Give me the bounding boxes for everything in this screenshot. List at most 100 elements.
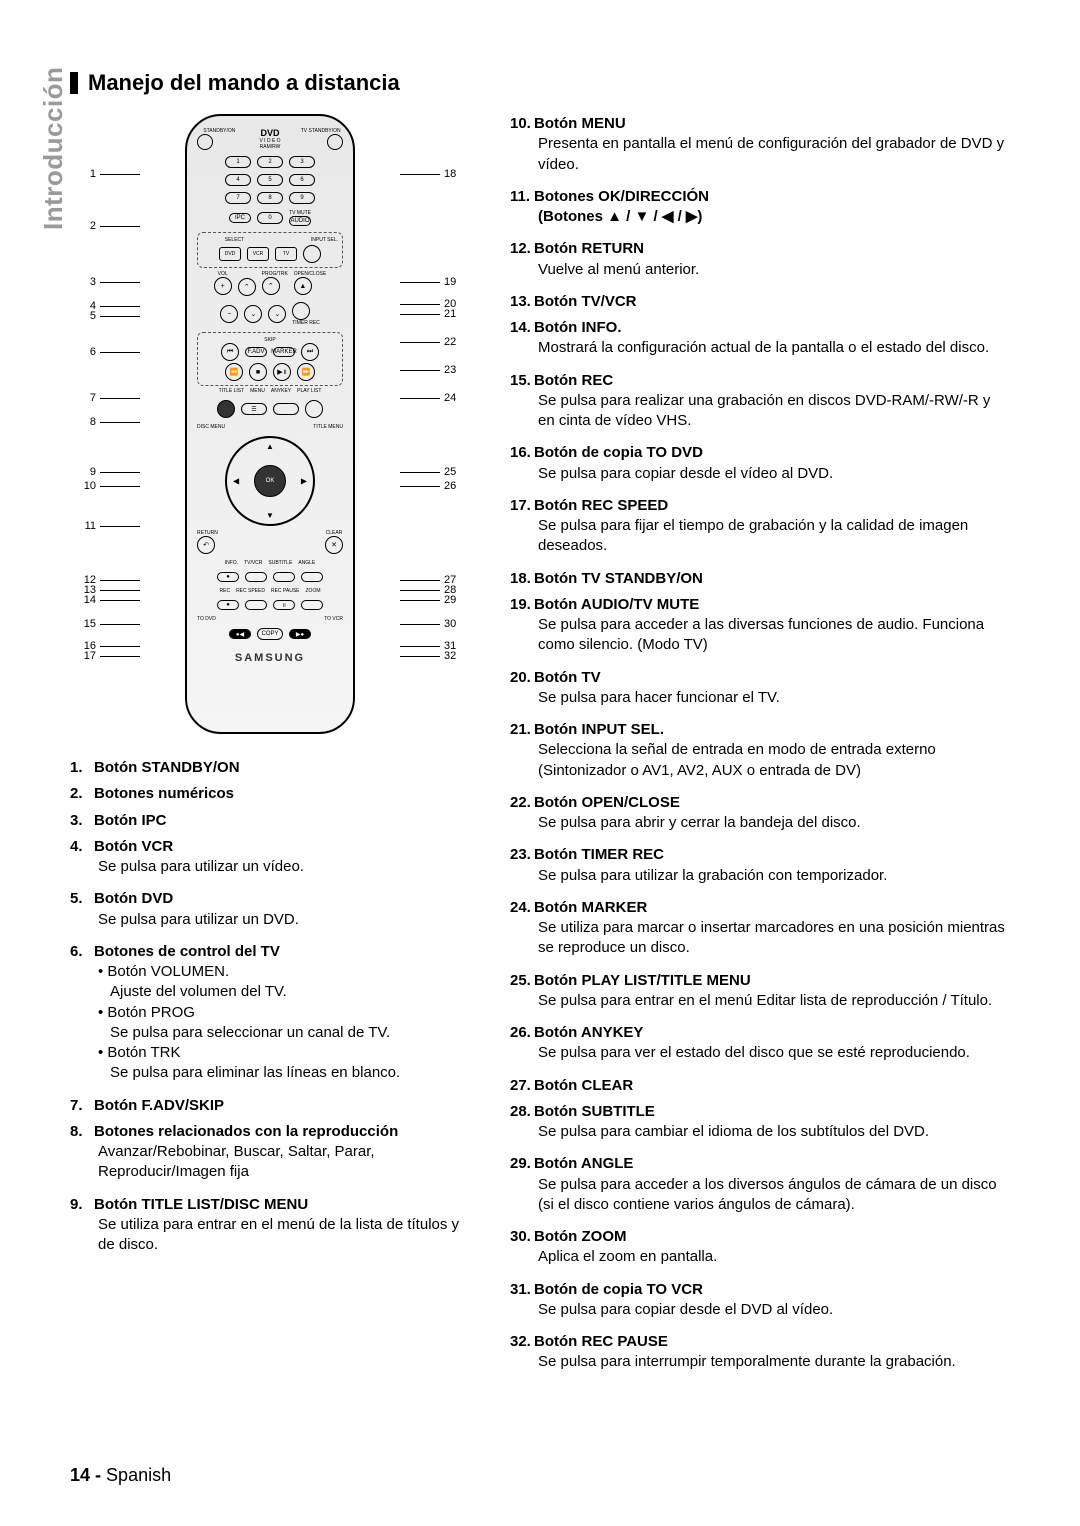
label-recpause: REC PAUSE bbox=[271, 588, 300, 594]
item-head: 2.Botones numéricos bbox=[70, 784, 470, 804]
item-desc: Se pulsa para interrumpir temporalmente … bbox=[510, 1352, 1010, 1372]
page-number: 14 - bbox=[70, 1465, 101, 1485]
btn-src-tv: TV bbox=[275, 247, 297, 261]
label-tvvcr: TV/VCR bbox=[244, 560, 262, 566]
list-item: 31.Botón de copia TO VCRSe pulsa para co… bbox=[510, 1280, 1010, 1321]
item-head: 25.Botón PLAY LIST/TITLE MENU bbox=[510, 971, 1010, 991]
item-desc: Se pulsa para hacer funcionar el TV. bbox=[510, 688, 1010, 708]
num-7: 7 bbox=[225, 192, 251, 204]
label-titlelist: TITLE LIST bbox=[219, 388, 245, 394]
list-item: 11.Botones OK/DIRECCIÓN(Botones ▲ / ▼ / … bbox=[510, 187, 1010, 228]
label-angle: ANGLE bbox=[298, 560, 315, 566]
item-head: 12.Botón RETURN bbox=[510, 239, 1010, 259]
list-item: 5.Botón DVDSe pulsa para utilizar un DVD… bbox=[70, 889, 470, 930]
remote-body: STANDBY/ON DVD V I D E O RAM/RW TV STAND… bbox=[185, 114, 355, 734]
label-return: RETURN bbox=[197, 530, 218, 536]
btn-timer bbox=[292, 302, 310, 320]
remote-diagram: 1234567891011121314151617181920212223242… bbox=[70, 114, 470, 734]
list-item: 4.Botón VCRSe pulsa para utilizar un víd… bbox=[70, 837, 470, 878]
callout-21: 21 bbox=[440, 308, 470, 320]
callout-2: 2 bbox=[70, 220, 100, 232]
callout-6: 6 bbox=[70, 346, 100, 358]
list-item: 29.Botón ANGLESe pulsa para acceder a lo… bbox=[510, 1154, 1010, 1215]
nav-down: ⌄ bbox=[244, 305, 262, 323]
item-head: 16.Botón de copia TO DVD bbox=[510, 443, 1010, 463]
btn-recpause: ॥ bbox=[273, 600, 295, 610]
callout-9: 9 bbox=[70, 466, 100, 478]
item-head: 23.Botón TIMER REC bbox=[510, 845, 1010, 865]
item-head: 1.Botón STANDBY/ON bbox=[70, 758, 470, 778]
list-item: 7.Botón F.ADV/SKIP bbox=[70, 1096, 470, 1116]
btn-todvd: ●◀ bbox=[229, 629, 251, 639]
item-head: 28.Botón SUBTITLE bbox=[510, 1102, 1010, 1122]
prog-down: ⌄ bbox=[268, 305, 286, 323]
dpad-left-icon: ◀ bbox=[233, 477, 239, 486]
vol-up: + bbox=[214, 277, 232, 295]
callout-22: 22 bbox=[440, 336, 470, 348]
sub-bullet: Botón VOLUMEN. bbox=[98, 962, 470, 982]
label-rec: REC bbox=[220, 588, 231, 594]
label-openclose: OPEN/CLOSE bbox=[294, 271, 327, 277]
tv-power-icon bbox=[327, 134, 343, 150]
label-inputsel: INPUT SEL. bbox=[273, 237, 338, 243]
dpad-right-icon: ▶ bbox=[301, 477, 307, 486]
heading-bar: Manejo del mando a distancia bbox=[70, 70, 1010, 96]
list-item: 16.Botón de copia TO DVDSe pulsa para co… bbox=[510, 443, 1010, 484]
item-desc: Se pulsa para utilizar un DVD. bbox=[70, 910, 470, 930]
list-item: 27.Botón CLEAR bbox=[510, 1076, 1010, 1096]
btn-src-dvd: DVD bbox=[219, 247, 241, 261]
item-desc: Selecciona la señal de entrada en modo d… bbox=[510, 740, 1010, 781]
item-head: 17.Botón REC SPEED bbox=[510, 496, 1010, 516]
label-progtrk: PROG/TRK bbox=[262, 271, 288, 277]
sub-desc: Se pulsa para eliminar las líneas en bla… bbox=[98, 1063, 470, 1083]
skip-group: SKIP ⏮ F.ADV MARKER ⏭ ⏪ ■ ▶॥ ⏩ bbox=[197, 332, 343, 386]
list-item: 9.Botón TITLE LIST/DISC MENUSe utiliza p… bbox=[70, 1195, 470, 1256]
callout-17: 17 bbox=[70, 650, 100, 662]
btn-fadv: F.ADV bbox=[245, 347, 267, 357]
item-desc: Se pulsa para realizar una grabación en … bbox=[510, 391, 1010, 432]
skip-back: ⏮ bbox=[221, 343, 239, 361]
sub-desc: Se pulsa para seleccionar un canal de TV… bbox=[98, 1023, 470, 1043]
btn-inputsel bbox=[303, 245, 321, 263]
src-select-group: SELECT INPUT SEL. DVD VCR TV bbox=[197, 232, 343, 268]
list-item: 1.Botón STANDBY/ON bbox=[70, 758, 470, 778]
item-head: 11.Botones OK/DIRECCIÓN bbox=[510, 187, 1010, 207]
item-head: 8.Botones relacionados con la reproducci… bbox=[70, 1122, 470, 1142]
dpad-down-icon: ▼ bbox=[266, 511, 274, 520]
power-icon bbox=[197, 134, 213, 150]
item-desc: Presenta en pantalla el menú de configur… bbox=[510, 134, 1010, 175]
item-desc: Se pulsa para cambiar el idioma de los s… bbox=[510, 1122, 1010, 1142]
left-list: 1.Botón STANDBY/ON 2.Botones numéricos 3.B… bbox=[70, 758, 470, 1255]
item-desc: Se pulsa para abrir y cerrar la bandeja … bbox=[510, 813, 1010, 833]
btn-info: ● bbox=[217, 572, 239, 582]
section-side-label: Introducción bbox=[38, 67, 69, 230]
item-desc: Se pulsa para ver el estado del disco qu… bbox=[510, 1043, 1010, 1063]
btn-rec: ● bbox=[217, 600, 239, 610]
item-head: 10.Botón MENU bbox=[510, 114, 1010, 134]
label-subtitle: SUBTITLE bbox=[268, 560, 292, 566]
item-head: 27.Botón CLEAR bbox=[510, 1076, 1010, 1096]
callout-11: 11 bbox=[70, 520, 100, 532]
label-discmenu: DISC MENU bbox=[197, 424, 225, 430]
sub-bullet: Botón TRK bbox=[98, 1043, 470, 1063]
list-item: 21.Botón INPUT SEL.Selecciona la señal d… bbox=[510, 720, 1010, 781]
list-item: 24.Botón MARKERSe utiliza para marcar o … bbox=[510, 898, 1010, 959]
dpad: OK ▲ ▼ ◀ ▶ bbox=[225, 436, 315, 526]
play-pause: ▶॥ bbox=[273, 363, 291, 381]
item-head: 9.Botón TITLE LIST/DISC MENU bbox=[70, 1195, 470, 1215]
left-column: 1234567891011121314151617181920212223242… bbox=[70, 114, 470, 1385]
label-tvmute: TV MUTE bbox=[289, 210, 311, 216]
item-head: 3.Botón IPC bbox=[70, 811, 470, 831]
brand-logo: SAMSUNG bbox=[197, 652, 343, 664]
item-head: 18.Botón TV STANDBY/ON bbox=[510, 569, 1010, 589]
list-item: 30.Botón ZOOMAplica el zoom en pantalla. bbox=[510, 1227, 1010, 1268]
dpad-up-icon: ▲ bbox=[266, 442, 274, 451]
item-desc: Se pulsa para acceder a las diversas fun… bbox=[510, 615, 1010, 656]
item-desc: Vuelve al menú anterior. bbox=[510, 260, 1010, 280]
heading-marker bbox=[70, 72, 78, 94]
list-item: 10.Botón MENUPresenta en pantalla el men… bbox=[510, 114, 1010, 175]
list-item: 13.Botón TV/VCR bbox=[510, 292, 1010, 312]
sub-bullet: Botón PROG bbox=[98, 1003, 470, 1023]
stop: ■ bbox=[249, 363, 267, 381]
num-9: 9 bbox=[289, 192, 315, 204]
